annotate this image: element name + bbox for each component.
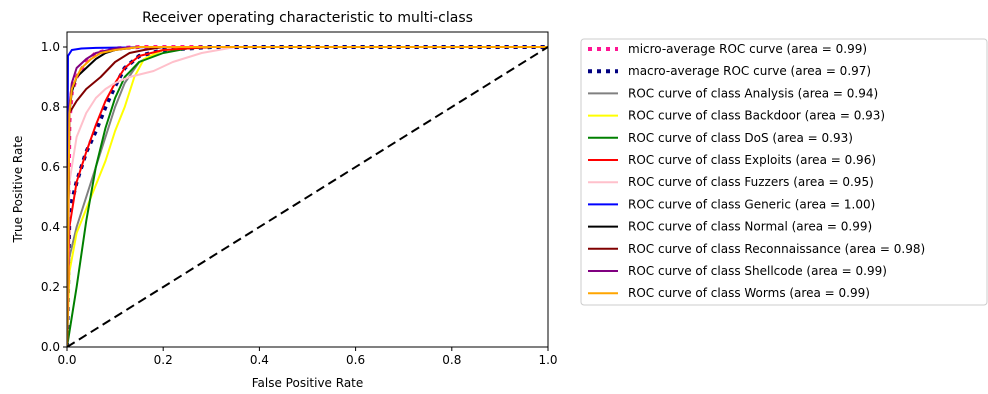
legend-label: micro-average ROC curve (area = 0.99) — [628, 42, 867, 56]
series-line-roc-curve-of-class-reconnaissance — [67, 46, 548, 347]
legend-entry: ROC curve of class Worms (area = 0.99) — [588, 286, 870, 300]
legend-entry: ROC curve of class Backdoor (area = 0.93… — [588, 109, 885, 123]
x-tick-label: 0.6 — [346, 353, 365, 367]
y-tick-label: 0.8 — [41, 100, 60, 114]
x-tick-label: 0.8 — [442, 353, 461, 367]
y-tick-label: 1.0 — [41, 40, 60, 54]
series-line-roc-curve-of-class-exploits — [67, 46, 548, 347]
legend-label: ROC curve of class Worms (area = 0.99) — [628, 286, 870, 300]
series-line-chance-diagonal — [67, 46, 548, 347]
y-tick-label: 0.2 — [41, 280, 60, 294]
series-layer — [67, 45, 548, 347]
ticks-layer: 0.0 0.2 0.4 0.6 0.8 1.0 0.0 0.2 0.4 0.6 0.8 1.0 — [41, 40, 558, 367]
legend-label: ROC curve of class Generic (area = 1.00) — [628, 197, 875, 211]
legend-entry: ROC curve of class Exploits (area = 0.96… — [588, 153, 876, 167]
legend-entry: ROC curve of class Reconnaissance (area … — [588, 242, 925, 256]
x-axis-label: False Positive Rate — [252, 376, 364, 390]
legend-label: ROC curve of class Normal (area = 0.99) — [628, 220, 872, 234]
legend-label: ROC curve of class Exploits (area = 0.96… — [628, 153, 876, 167]
legend-label: ROC curve of class Reconnaissance (area … — [628, 242, 925, 256]
y-tick-label: 0.4 — [41, 220, 60, 234]
x-tick-label: 1.0 — [538, 353, 557, 367]
x-tick-label: 0.2 — [154, 353, 173, 367]
legend-entry: ROC curve of class DoS (area = 0.93) — [588, 131, 853, 145]
legend: micro-average ROC curve (area = 0.99) mac… — [580, 38, 988, 306]
legend-entry: ROC curve of class Generic (area = 1.00) — [588, 197, 875, 211]
legend-label: ROC curve of class Shellcode (area = 0.9… — [628, 264, 887, 278]
legend-box — [580, 38, 988, 306]
legend-label: ROC curve of class Analysis (area = 0.94… — [628, 86, 878, 100]
legend-entry: ROC curve of class Analysis (area = 0.94… — [588, 86, 878, 100]
legend-entry: ROC curve of class Shellcode (area = 0.9… — [588, 264, 887, 278]
x-tick-label: 0.4 — [250, 353, 269, 367]
legend-entry: ROC curve of class Fuzzers (area = 0.95) — [588, 175, 874, 189]
legend-entry: ROC curve of class Normal (area = 0.99) — [588, 220, 872, 234]
legend-label: ROC curve of class Backdoor (area = 0.93… — [628, 109, 885, 123]
series-line-roc-curve-of-class-fuzzers — [67, 46, 548, 347]
legend-entry: macro-average ROC curve (area = 0.97) — [588, 64, 871, 78]
legend-label: macro-average ROC curve (area = 0.97) — [628, 64, 871, 78]
y-tick-label: 0.6 — [41, 160, 60, 174]
legend-label: ROC curve of class DoS (area = 0.93) — [628, 131, 853, 145]
chart-title: Receiver operating characteristic to mul… — [142, 10, 473, 26]
legend-entry: micro-average ROC curve (area = 0.99) — [588, 42, 867, 56]
x-tick-label: 0.0 — [57, 353, 76, 367]
legend-label: ROC curve of class Fuzzers (area = 0.95) — [628, 175, 874, 189]
plot-frame — [66, 31, 549, 348]
y-axis-label: True Positive Rate — [11, 136, 25, 244]
y-tick-label: 0.0 — [41, 340, 60, 354]
series-line-roc-curve-of-class-worms — [67, 46, 548, 347]
